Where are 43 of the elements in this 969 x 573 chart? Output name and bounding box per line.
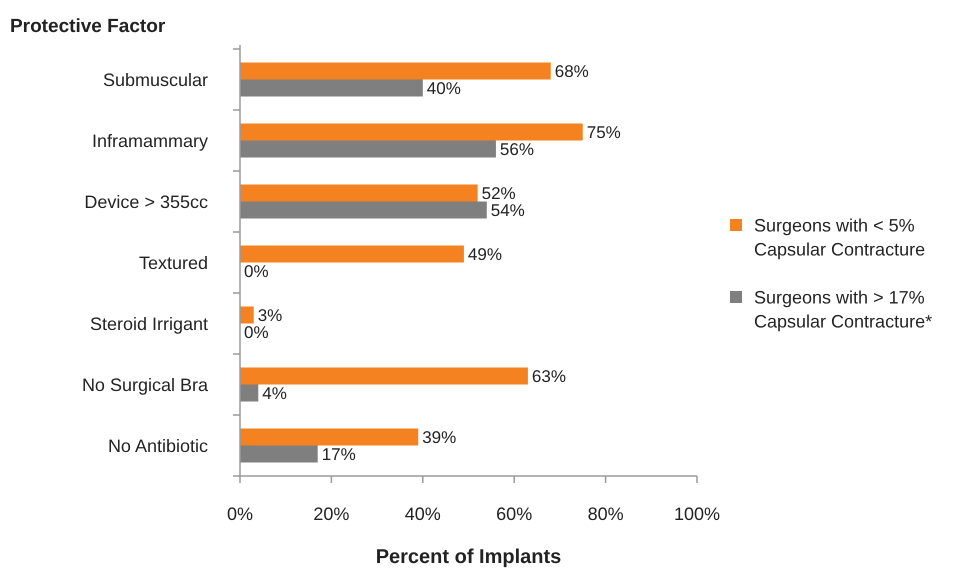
bar [240, 368, 528, 384]
bar [240, 202, 487, 218]
x-tick-label: 20% [313, 504, 350, 524]
data-label: 0% [244, 262, 269, 281]
x-tick-label: 80% [588, 504, 624, 524]
x-tick-label: 0% [226, 504, 254, 524]
bar [240, 184, 478, 202]
data-label: 52% [482, 184, 516, 203]
data-label: 75% [586, 122, 621, 142]
bar [240, 384, 258, 402]
data-label: 0% [244, 322, 269, 342]
data-label: 49% [468, 244, 502, 264]
legend-label: Surgeons with > 17% Capsular Contracture* [754, 287, 932, 332]
x-tick-label: 100% [674, 504, 720, 524]
bar [240, 446, 318, 462]
bar [240, 62, 551, 80]
data-label: 40% [426, 78, 461, 98]
y-tick-label: Inframammary [92, 130, 208, 151]
data-label: 56% [500, 140, 534, 159]
bar [240, 306, 254, 324]
y-tick-label: Submuscular [102, 70, 208, 90]
bar [240, 124, 583, 140]
data-label: 68% [554, 62, 589, 81]
data-label: 3% [258, 306, 282, 325]
bar [240, 80, 423, 96]
y-tick-label: Steroid Irrigant [90, 314, 208, 334]
x-tick-label: 60% [496, 504, 532, 524]
bar [240, 428, 418, 446]
data-label: 63% [532, 366, 566, 386]
data-label: 17% [322, 444, 356, 464]
text: Protective Factor [10, 16, 166, 37]
bar [240, 246, 464, 262]
legend-label: Surgeons with < 5% Capsular Contracture [754, 215, 926, 260]
data-label: 4% [262, 384, 287, 403]
y-tick-label: Textured [138, 252, 208, 273]
bar [240, 140, 496, 158]
data-label: 39% [422, 428, 456, 447]
data-label: 54% [490, 200, 525, 220]
x-tick-label: 40% [404, 504, 441, 524]
y-tick-label: No Antibiotic [108, 436, 208, 456]
x-axis-title: Percent of Implants [376, 546, 562, 568]
y-tick-label: No Surgical Bra [82, 374, 209, 395]
y-tick-label: Device > 355cc [84, 192, 208, 212]
